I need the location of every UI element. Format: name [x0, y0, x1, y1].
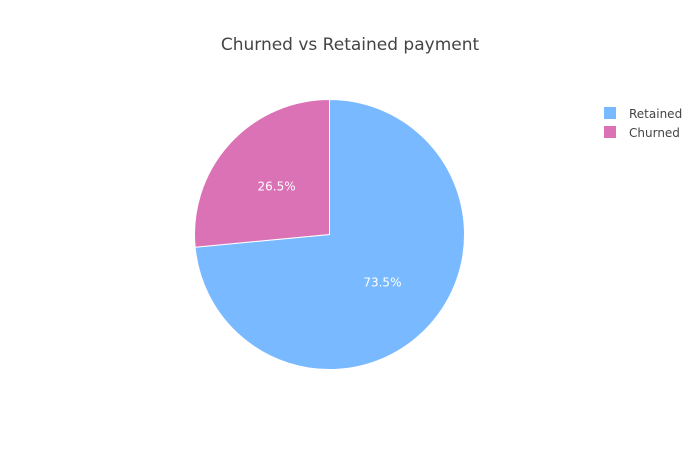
slice-label-retained: 73.5% [363, 276, 401, 290]
legend: Retained Churned [604, 107, 682, 140]
legend-swatch-churned [604, 126, 616, 138]
legend-swatch-retained [604, 107, 616, 119]
pie-slice-labels: 73.5% 26.5% [258, 179, 402, 289]
legend-label-churned: Churned [629, 126, 680, 140]
pie-slices [194, 98, 465, 370]
chart-title: Churned vs Retained payment [221, 35, 480, 55]
pie-slice-churned[interactable] [194, 98, 330, 248]
slice-label-churned: 26.5% [258, 179, 296, 193]
legend-item-churned[interactable]: Churned [604, 126, 680, 140]
legend-item-retained[interactable]: Retained [604, 107, 682, 121]
legend-label-retained: Retained [629, 107, 682, 121]
